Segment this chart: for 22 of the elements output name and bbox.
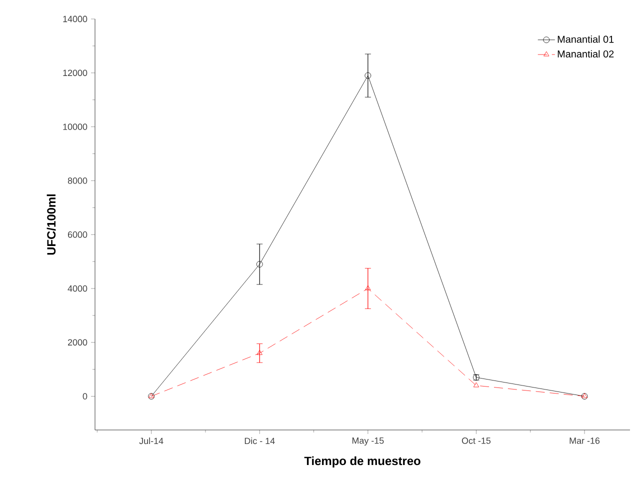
point bbox=[473, 382, 480, 388]
x-tick-label: May -15 bbox=[352, 438, 384, 446]
y-tick-label: 6000 bbox=[68, 231, 88, 238]
x-tick-label: Dic - 14 bbox=[244, 438, 275, 444]
point bbox=[364, 72, 372, 79]
y-tick-label: 10000 bbox=[63, 124, 88, 130]
legend-label: Manantial 02 bbox=[558, 50, 614, 58]
y-tick-label: 12000 bbox=[63, 70, 88, 76]
x-tick-label: Jul-14 bbox=[139, 438, 164, 444]
legend-label: Manantial 01 bbox=[558, 36, 614, 43]
y-tick-label: 14000 bbox=[63, 16, 88, 22]
x-tick-label: Mar -16 bbox=[570, 438, 600, 444]
y-tick-label: 0 bbox=[82, 393, 88, 400]
y-tick-label: 4000 bbox=[68, 285, 88, 292]
x-axis-title: Tiempo de muestreo bbox=[304, 456, 420, 468]
y-axis-title: UFC/100ml bbox=[46, 194, 56, 255]
point bbox=[365, 285, 371, 290]
y-tick-label: 8000 bbox=[68, 178, 88, 184]
x-tick-label: Oct -15 bbox=[462, 438, 491, 444]
point bbox=[256, 261, 263, 268]
point bbox=[256, 350, 262, 355]
y-tick-label: 2000 bbox=[68, 339, 88, 346]
